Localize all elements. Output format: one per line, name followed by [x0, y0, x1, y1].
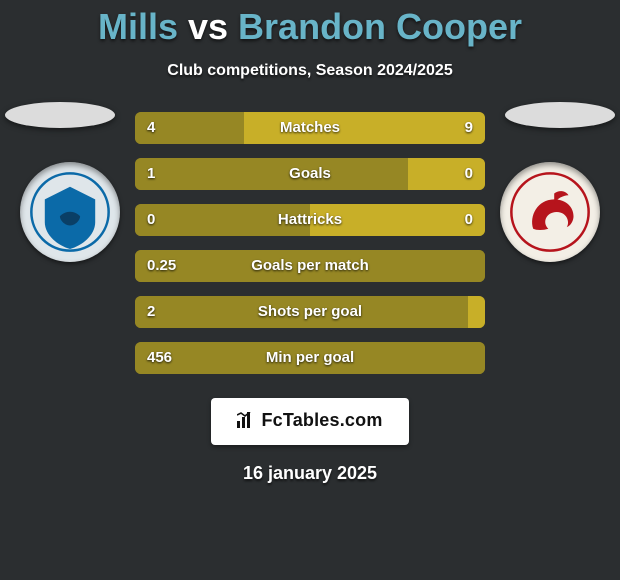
club-a-crest-inner: [28, 170, 112, 254]
stat-label: Goals: [135, 158, 485, 190]
stat-row: 0.25Goals per match: [135, 250, 485, 282]
subtitle: Club competitions, Season 2024/2025: [0, 62, 620, 80]
stat-label: Shots per goal: [135, 296, 485, 328]
page-title: Mills vs Brandon Cooper: [0, 0, 620, 48]
club-a-crest: [20, 162, 120, 262]
stat-row: 456Min per goal: [135, 342, 485, 374]
title-player-b: Brandon Cooper: [238, 6, 522, 47]
stat-label: Hattricks: [135, 204, 485, 236]
player-a-placeholder-oval: [5, 102, 115, 128]
title-player-a: Mills: [98, 6, 178, 47]
club-b-icon: [508, 170, 592, 254]
stat-label: Matches: [135, 112, 485, 144]
date-label: 16 january 2025: [0, 463, 620, 484]
page-root: Mills vs Brandon Cooper Club competition…: [0, 0, 620, 580]
stat-row: 49Matches: [135, 112, 485, 144]
stat-label: Min per goal: [135, 342, 485, 374]
title-vs: vs: [188, 6, 228, 47]
club-a-icon: [28, 170, 112, 254]
club-b-crest-inner: [508, 170, 592, 254]
chart-rows: 49Matches 10Goals 00Hattricks 0.25Goals per…: [135, 112, 485, 374]
stat-label: Goals per match: [135, 250, 485, 282]
fctables-link[interactable]: FcTables.com: [211, 398, 408, 445]
stat-row: 2Shots per goal: [135, 296, 485, 328]
comparison-chart: 49Matches 10Goals 00Hattricks 0.25Goals per…: [0, 112, 620, 484]
player-b-placeholder-oval: [505, 102, 615, 128]
chart-bars-icon: [237, 412, 255, 433]
stat-row: 10Goals: [135, 158, 485, 190]
club-b-crest: [500, 162, 600, 262]
stat-row: 00Hattricks: [135, 204, 485, 236]
fctables-label: FcTables.com: [261, 410, 382, 430]
